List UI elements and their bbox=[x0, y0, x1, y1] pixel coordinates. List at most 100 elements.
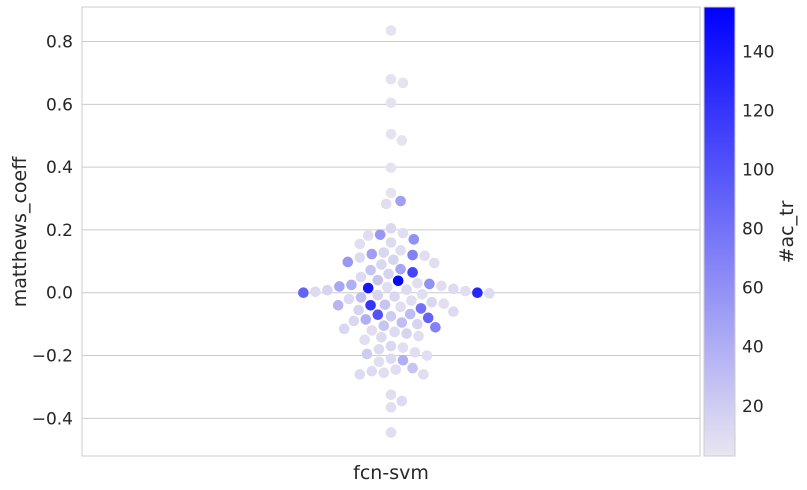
data-point bbox=[385, 128, 397, 140]
data-point bbox=[385, 73, 397, 85]
data-point bbox=[448, 306, 459, 317]
colorbar-tick-label: 120 bbox=[742, 101, 774, 121]
data-point bbox=[353, 304, 364, 316]
data-point bbox=[342, 256, 354, 268]
y-axis-label: matthews_coeff bbox=[9, 156, 31, 307]
data-point bbox=[416, 288, 428, 300]
data-point bbox=[338, 323, 350, 335]
data-point bbox=[408, 234, 420, 245]
data-point bbox=[372, 289, 384, 301]
y-tick-label: 0.6 bbox=[46, 95, 73, 115]
data-point bbox=[401, 284, 412, 295]
y-tick-label: −0.4 bbox=[32, 409, 73, 429]
data-point bbox=[385, 162, 397, 174]
data-point bbox=[372, 309, 384, 321]
colorbar-tick-label: 40 bbox=[742, 338, 764, 358]
data-point bbox=[366, 248, 378, 260]
data-point bbox=[409, 347, 421, 358]
y-axis-ticks: −0.4 −0.2 0.0 0.2 0.4 0.6 0.8 bbox=[32, 33, 73, 430]
data-point bbox=[388, 254, 399, 266]
y-tick-label: −0.2 bbox=[32, 347, 73, 367]
data-point bbox=[376, 332, 387, 343]
data-point bbox=[359, 334, 370, 346]
data-point bbox=[362, 230, 374, 241]
data-points bbox=[298, 25, 495, 438]
data-point bbox=[385, 25, 397, 36]
data-point bbox=[407, 362, 418, 374]
data-point bbox=[392, 275, 404, 287]
data-point bbox=[346, 279, 357, 291]
data-point bbox=[385, 340, 397, 352]
data-point bbox=[412, 318, 423, 330]
data-point bbox=[406, 295, 417, 306]
data-point bbox=[395, 195, 406, 207]
data-point bbox=[426, 296, 438, 308]
data-point bbox=[422, 312, 434, 324]
x-category-label: fcn-svm bbox=[353, 462, 429, 484]
data-point bbox=[354, 252, 366, 263]
data-point bbox=[424, 278, 435, 290]
data-point bbox=[372, 274, 384, 286]
data-point bbox=[385, 97, 397, 109]
data-point bbox=[448, 283, 459, 295]
data-point bbox=[396, 135, 408, 146]
data-point bbox=[385, 353, 397, 364]
data-point bbox=[310, 286, 321, 298]
data-point bbox=[472, 287, 483, 299]
data-point bbox=[374, 229, 386, 240]
data-point bbox=[389, 326, 400, 338]
colorbar-tick-label: 100 bbox=[742, 160, 774, 180]
data-point bbox=[415, 303, 427, 314]
data-point bbox=[378, 367, 390, 379]
plot-frame bbox=[81, 6, 701, 457]
data-point bbox=[412, 278, 423, 289]
data-point bbox=[407, 267, 418, 278]
data-point bbox=[322, 284, 333, 296]
data-point bbox=[385, 427, 397, 438]
data-point bbox=[334, 281, 345, 292]
data-point bbox=[385, 187, 397, 199]
y-tick-label: 0.4 bbox=[46, 158, 73, 178]
y-tick-label: 0.2 bbox=[46, 221, 73, 241]
data-point bbox=[355, 271, 367, 283]
data-point bbox=[379, 299, 391, 310]
data-point bbox=[397, 354, 409, 366]
data-point bbox=[397, 227, 409, 239]
data-point bbox=[397, 77, 409, 89]
data-point bbox=[362, 282, 374, 294]
colorbar bbox=[703, 6, 736, 457]
colorbar-tick-label: 80 bbox=[742, 220, 764, 240]
colorbar-label: #ac_tr bbox=[776, 200, 798, 263]
data-point bbox=[361, 348, 373, 360]
data-point bbox=[365, 264, 376, 276]
data-point bbox=[385, 223, 397, 234]
data-point bbox=[348, 315, 360, 327]
data-point bbox=[385, 402, 397, 413]
data-point bbox=[355, 292, 367, 303]
data-point bbox=[298, 287, 309, 299]
data-point bbox=[395, 301, 406, 313]
data-point bbox=[436, 280, 447, 292]
data-point bbox=[366, 365, 378, 377]
data-point bbox=[438, 298, 450, 310]
data-point bbox=[389, 291, 400, 302]
data-point bbox=[378, 247, 390, 258]
data-point bbox=[404, 308, 416, 320]
data-point bbox=[421, 350, 433, 361]
colorbar-tick-label: 20 bbox=[742, 397, 764, 417]
data-point bbox=[380, 198, 392, 210]
data-point bbox=[343, 293, 355, 305]
data-point bbox=[354, 238, 366, 250]
data-point bbox=[373, 356, 385, 368]
data-point bbox=[390, 364, 402, 375]
data-point bbox=[430, 321, 441, 333]
data-point bbox=[382, 281, 393, 293]
data-point bbox=[395, 263, 406, 275]
data-point bbox=[419, 250, 430, 261]
y-tick-label: 0.8 bbox=[46, 33, 73, 53]
data-point bbox=[360, 314, 372, 325]
data-point bbox=[385, 310, 397, 322]
data-point bbox=[418, 369, 429, 380]
data-point bbox=[365, 299, 376, 311]
